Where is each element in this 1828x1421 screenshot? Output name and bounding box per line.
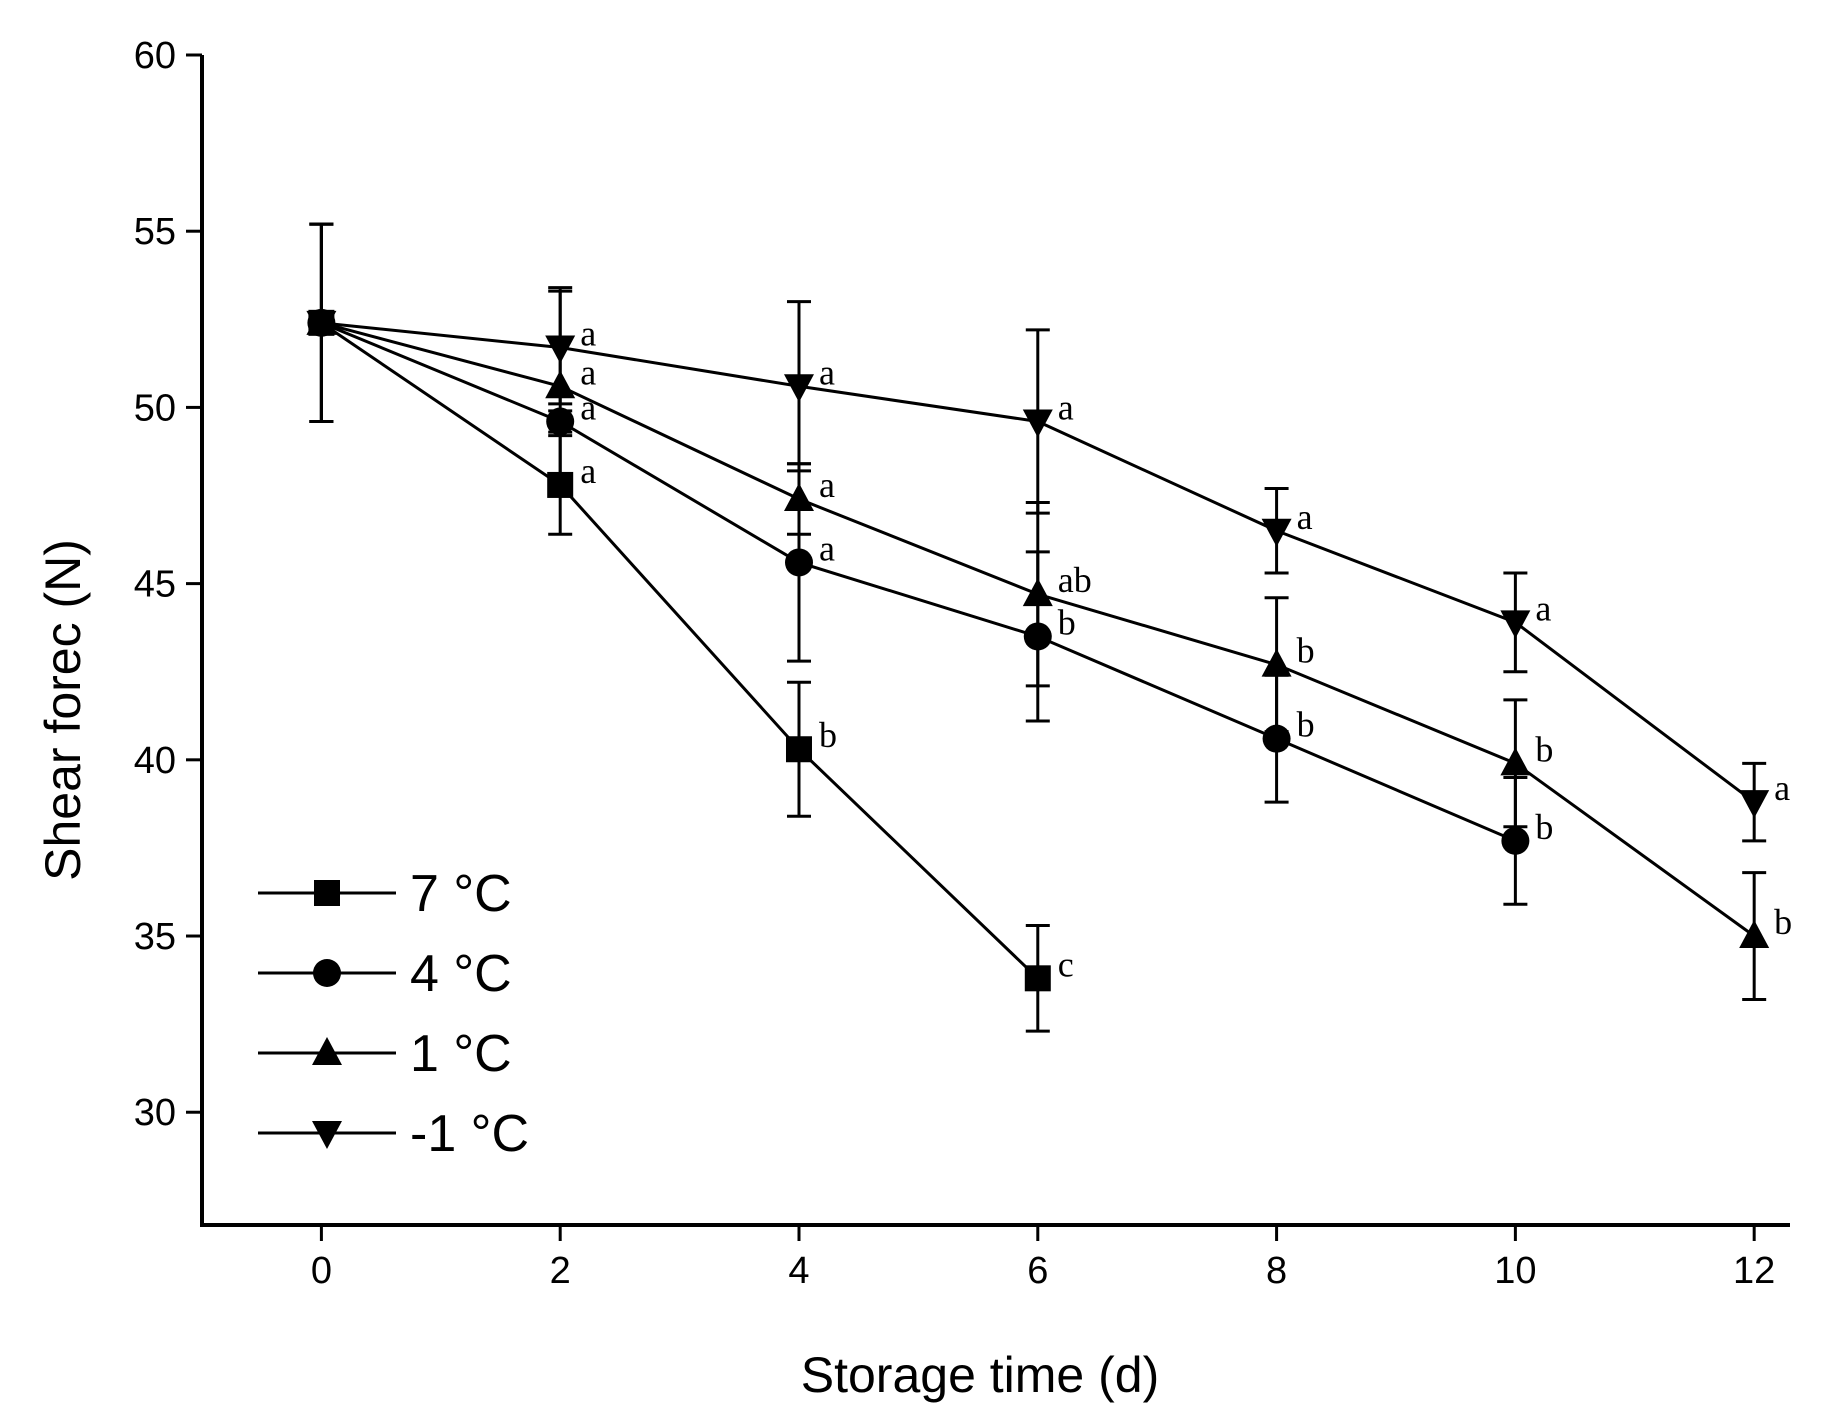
- data-point: [1261, 518, 1292, 547]
- legend-item: 1 °C: [258, 1025, 512, 1083]
- x-tick-label: 2: [550, 1250, 571, 1292]
- significance-label: a: [580, 451, 596, 491]
- data-point: [1501, 826, 1530, 855]
- y-tick-label: 55: [134, 211, 176, 253]
- data-point: [783, 374, 814, 403]
- significance-label: a: [580, 352, 596, 392]
- data-point: [784, 548, 813, 577]
- series-line: [320, 321, 1039, 980]
- data-point: [783, 483, 814, 512]
- data-point: [1024, 965, 1051, 992]
- legend-marker: [312, 1121, 342, 1149]
- significance-label: b: [1297, 705, 1315, 745]
- legend-item: 4 °C: [258, 945, 512, 1003]
- significance-label: b: [1535, 729, 1553, 769]
- legend: 7 °C 4 °C 1 °C -1 °C: [258, 865, 529, 1163]
- data-point: [1261, 648, 1292, 677]
- y-tick-label: 60: [134, 35, 176, 77]
- y-tick-label: 35: [134, 916, 176, 958]
- significance-label: c: [1058, 944, 1074, 984]
- y-tick-label: 40: [134, 740, 176, 782]
- legend-label: -1 °C: [410, 1105, 529, 1163]
- y-tick-label: 50: [134, 387, 176, 429]
- significance-label: b: [1297, 631, 1315, 671]
- significance-label: a: [819, 528, 835, 568]
- x-tick-label: 4: [788, 1250, 809, 1292]
- x-tick-label: 8: [1266, 1250, 1287, 1292]
- significance-label: b: [1774, 902, 1792, 942]
- significance-label: a: [580, 388, 596, 428]
- y-axis-title: Shear forec (N): [35, 539, 91, 881]
- data-point: [1739, 920, 1770, 949]
- data-point: [1022, 578, 1053, 607]
- data-point: [545, 335, 576, 364]
- significance-label: b: [1058, 602, 1076, 642]
- x-tick-label: 0: [311, 1250, 332, 1292]
- series-line: [320, 321, 1516, 843]
- legend-label: 7 °C: [410, 865, 512, 923]
- x-tick-label: 12: [1733, 1250, 1775, 1292]
- y-tick-label: 30: [134, 1092, 176, 1134]
- y-tick-label: 45: [134, 564, 176, 606]
- data-point: [306, 310, 337, 339]
- significance-label: a: [819, 465, 835, 505]
- legend-label: 1 °C: [410, 1025, 512, 1083]
- legend-marker: [314, 880, 340, 906]
- data-point: [1500, 747, 1531, 776]
- significance-label: a: [1297, 497, 1313, 537]
- significance-label: a: [580, 314, 596, 354]
- data-point: [785, 736, 812, 763]
- data-point: [1739, 790, 1770, 819]
- x-tick-label: 10: [1494, 1250, 1536, 1292]
- legend-marker: [313, 959, 341, 987]
- data-point: [1500, 610, 1531, 639]
- legend-label: 4 °C: [410, 945, 512, 1003]
- significance-label: a: [1535, 588, 1551, 628]
- significance-label: ab: [1058, 560, 1092, 600]
- significance-label: a: [1058, 388, 1074, 428]
- significance-label: b: [1535, 807, 1553, 847]
- x-tick-label: 6: [1027, 1250, 1048, 1292]
- legend-marker: [312, 1037, 342, 1065]
- legend-item: 7 °C: [258, 865, 512, 923]
- legend-item: -1 °C: [258, 1105, 529, 1163]
- x-axis-title: Storage time (d): [801, 1347, 1159, 1403]
- significance-label: b: [819, 715, 837, 755]
- significance-label: a: [819, 352, 835, 392]
- axes: 30 35 40 45 50 55 60 0 2 4 6 8 10 12: [134, 35, 1790, 1292]
- data-point: [1022, 409, 1053, 438]
- significance-label: a: [1774, 768, 1790, 808]
